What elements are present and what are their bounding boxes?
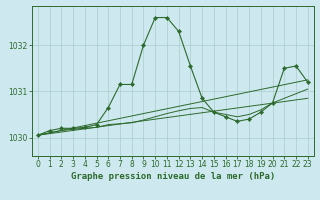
X-axis label: Graphe pression niveau de la mer (hPa): Graphe pression niveau de la mer (hPa)	[71, 172, 275, 181]
